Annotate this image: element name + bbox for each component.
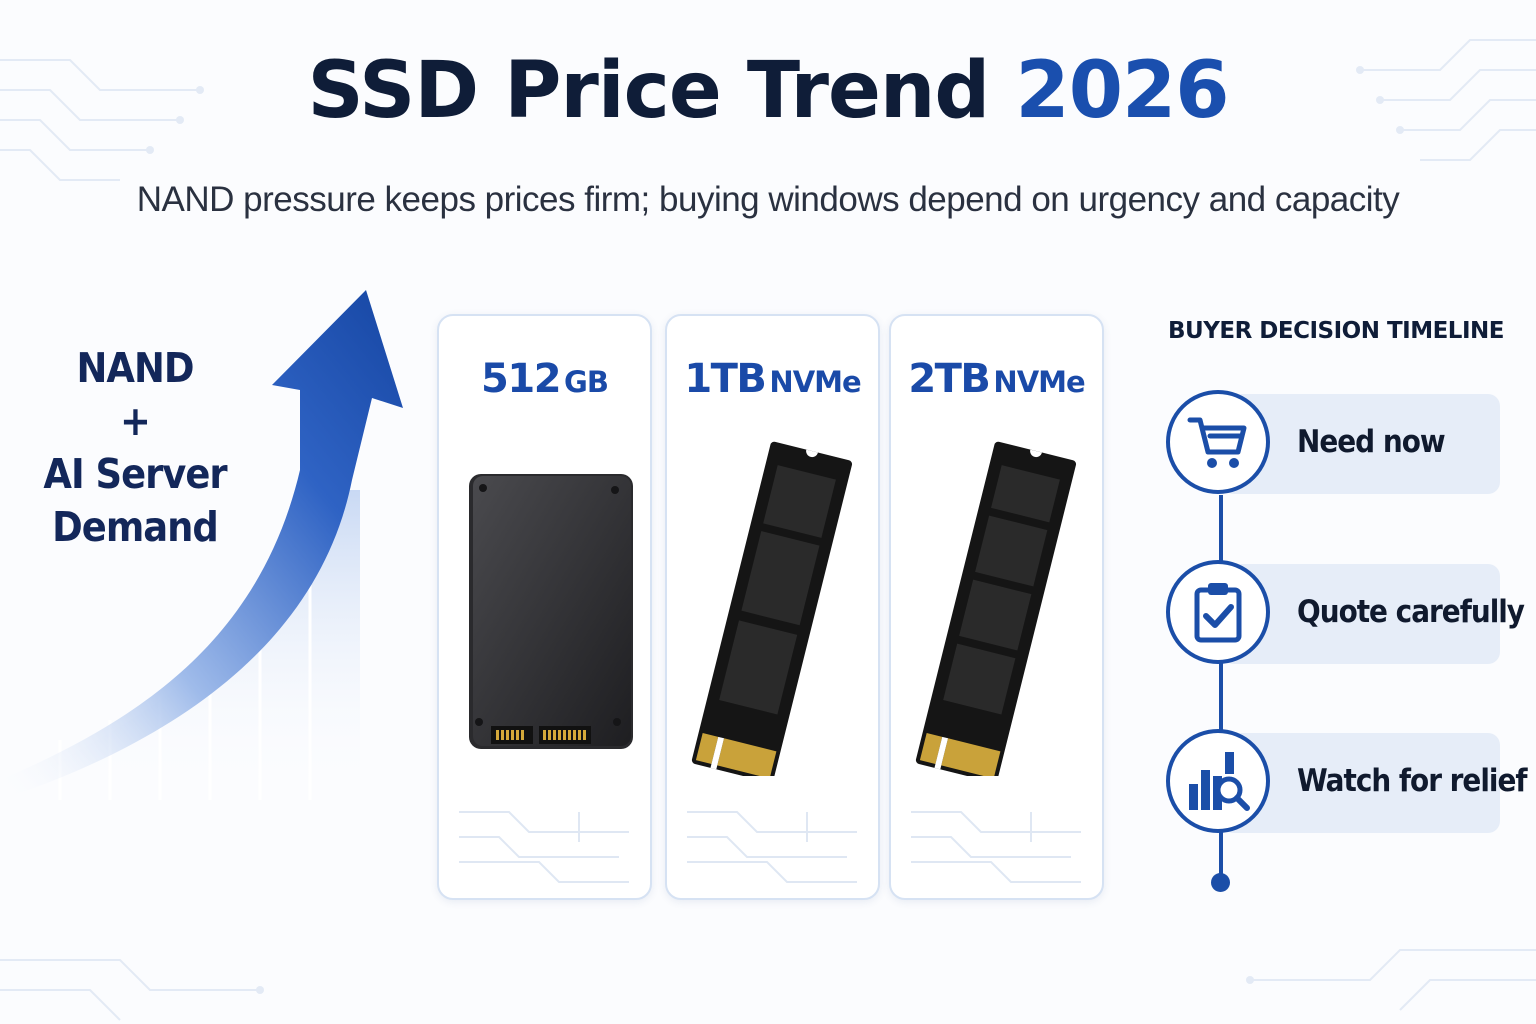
page-subtitle: NAND pressure keeps prices firm; buying … <box>136 180 1400 219</box>
timeline-title: BUYER DECISION TIMELINE <box>1168 318 1504 344</box>
card-capacity-label: 512 GB <box>439 356 650 402</box>
title-text: SSD Price Trend <box>307 46 990 136</box>
step-label-quote-carefully: Quote carefully <box>1297 594 1525 630</box>
demand-line-ai-server: AI Server <box>43 450 227 498</box>
capacity-value: 1TB <box>684 356 767 402</box>
m2-nvme-ssd-icon <box>915 441 1077 776</box>
clipboard-check-icon <box>1194 583 1242 643</box>
capacity-unit: GB <box>564 365 609 399</box>
card-circuit-decoration <box>687 811 857 883</box>
shopping-cart-icon <box>1187 417 1247 468</box>
step-icon-circle <box>1166 560 1270 664</box>
card-capacity-label: 1TB NVMe <box>667 356 878 402</box>
timeline-connector <box>1219 495 1223 875</box>
product-card-512gb[interactable]: 512 GB <box>437 314 652 900</box>
card-circuit-decoration <box>911 811 1081 883</box>
m2-nvme-ssd-icon <box>691 441 853 776</box>
step-icon-circle <box>1166 390 1270 494</box>
chart-magnifier-icon <box>1189 752 1250 811</box>
demand-drivers-label: NAND + AI Server Demand <box>30 342 240 554</box>
step-label-watch-for-relief: Watch for relief <box>1297 763 1527 799</box>
card-capacity-label: 2TB NVMe <box>891 356 1102 402</box>
demand-line-nand: NAND <box>76 344 195 392</box>
title-year: 2026 <box>1015 46 1229 136</box>
page-title: SSD Price Trend 2026 <box>0 52 1536 130</box>
product-card-1tb-nvme[interactable]: 1TB NVMe <box>665 314 880 900</box>
capacity-unit: NVMe <box>993 365 1085 399</box>
step-icon-circle <box>1166 729 1270 833</box>
capacity-unit: NVMe <box>769 365 861 399</box>
demand-line-plus: + <box>120 397 151 445</box>
capacity-value: 2TB <box>908 356 991 402</box>
rising-trend-arrow <box>0 290 403 800</box>
capacity-value: 512 <box>481 356 562 402</box>
product-card-2tb-nvme[interactable]: 2TB NVMe <box>889 314 1104 900</box>
step-label-need-now: Need now <box>1297 424 1446 460</box>
timeline-end-dot <box>1211 873 1230 892</box>
sata-ssd-icon <box>469 474 633 749</box>
demand-line-demand: Demand <box>52 503 219 551</box>
card-circuit-decoration <box>459 811 629 883</box>
